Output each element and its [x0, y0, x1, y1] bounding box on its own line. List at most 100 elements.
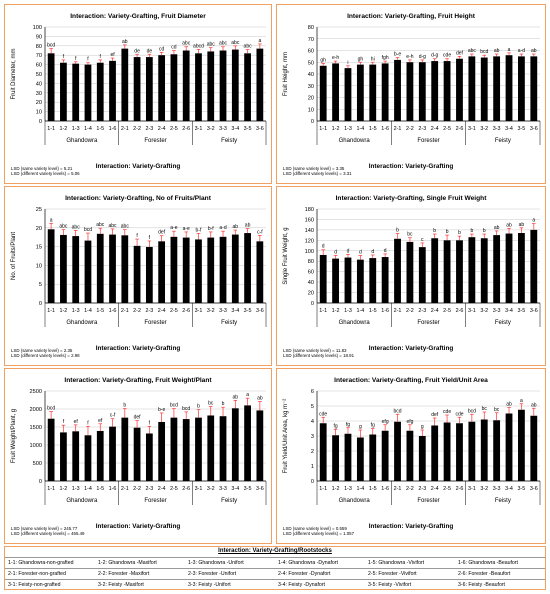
bar: [256, 48, 264, 122]
x-tick-label: 2-3: [418, 486, 426, 492]
x-tick-label: 2-5: [170, 486, 178, 492]
lsd-note: LSD (same variety level) = 5.21 LSD (diff…: [11, 165, 80, 177]
y-tick-label: 20: [36, 100, 42, 106]
group-label: Ghandowra: [339, 138, 371, 144]
legend-row: 3-1: Feisty-non-grafted 3-2: Feisty -Max…: [5, 579, 545, 591]
legend-cell: 2-1: Forester-non-grafted: [8, 571, 66, 577]
x-tick-label: 2-4: [158, 126, 166, 132]
bar: [207, 415, 215, 481]
significance-letter: d-g: [431, 53, 438, 59]
legend-cell: 3-6: Feisty -Beaufort: [458, 582, 505, 588]
x-tick-label: 3-4: [231, 308, 239, 314]
significance-letter: hi: [371, 56, 375, 62]
x-tick-label: 2-2: [133, 308, 141, 314]
significance-letter: f: [87, 420, 89, 426]
bar: [84, 240, 92, 303]
x-axis-title: Interaction: Variety-Grafting: [95, 345, 181, 352]
significance-letter: b-f: [208, 226, 214, 232]
x-tick-label: 2-2: [133, 486, 141, 492]
legend-cell: 1-6: Ghandowra -Beaufort: [458, 560, 518, 566]
legend-cell: 2-3: Forester -Unifort: [188, 571, 237, 577]
x-tick-label: 2-2: [406, 486, 414, 492]
bar: [60, 62, 67, 121]
legend-cell: 3-2: Feisty -Maxifort: [98, 582, 144, 588]
legend-table: Interaction: Variety-Grafting/Rootstocks…: [4, 546, 546, 590]
bar: [332, 435, 339, 481]
y-tick-label: 160: [305, 217, 314, 223]
x-tick-label: 3-3: [219, 126, 227, 132]
group-label: Feisty: [495, 320, 511, 326]
y-tick-label: 30: [308, 84, 314, 90]
bar: [381, 430, 389, 481]
x-tick-label: 3-3: [493, 126, 501, 132]
x-tick-label: 3-5: [244, 308, 252, 314]
group-label: Forester: [417, 320, 439, 326]
y-tick-label: 10: [308, 107, 314, 113]
bar: [443, 422, 451, 481]
y-tick-label: 0: [311, 119, 314, 125]
bar: [47, 53, 55, 121]
significance-letter: a: [246, 392, 249, 398]
x-tick-label: 3-1: [468, 308, 476, 314]
significance-letter: a: [508, 47, 511, 53]
y-tick-label: 80: [308, 25, 314, 31]
bar: [394, 59, 401, 121]
bar: [468, 421, 476, 481]
x-tick-label: 3-4: [505, 126, 513, 132]
bar: [72, 236, 80, 303]
y-tick-label: 70: [308, 37, 314, 43]
legend-cell: 3-3: Feisty -Unifort: [188, 582, 231, 588]
significance-letter: cde: [455, 411, 463, 417]
chart-panel-fruit-weight-plant: 0 500 1000 1500 2000 2500 Fruit Weight/Plant, …: [4, 368, 272, 544]
bar: [418, 247, 426, 303]
significance-letter: b: [197, 404, 200, 410]
y-tick-label: 4: [311, 419, 314, 425]
y-tick-label: 25: [36, 207, 42, 213]
group-label: Ghandowra: [66, 498, 98, 504]
group-label: Feisty: [221, 138, 237, 144]
x-tick-label: 1-1: [319, 308, 327, 314]
x-tick-label: 3-1: [195, 126, 203, 132]
significance-letter: f: [87, 57, 89, 63]
significance-letter: gh: [358, 56, 364, 62]
y-tick-label: 1500: [30, 425, 42, 431]
x-tick-label: 3-1: [195, 486, 203, 492]
bar: [47, 229, 55, 303]
y-tick-label: 40: [308, 72, 314, 78]
bar: [145, 433, 153, 481]
y-tick-label: 120: [305, 238, 314, 244]
bar: [219, 416, 227, 481]
significance-letter: f: [136, 233, 138, 239]
x-tick-label: 2-3: [145, 486, 153, 492]
lsd-note: LSD (same variety level) = 245.77 LSD (di…: [11, 525, 85, 537]
significance-letter: bc: [407, 232, 413, 238]
significance-letter: ab: [519, 222, 525, 228]
x-tick-label: 3-2: [480, 126, 488, 132]
significance-letter: f: [63, 419, 65, 425]
x-tick-label: 1-1: [47, 126, 55, 132]
bar: [480, 419, 488, 481]
y-tick-label: 140: [305, 228, 314, 234]
significance-letter: b: [396, 228, 399, 234]
bar: [369, 258, 377, 303]
significance-letter: abc: [244, 44, 253, 50]
group-label: Ghandowra: [66, 138, 98, 144]
bar: [96, 233, 104, 303]
x-tick-label: 1-4: [356, 486, 364, 492]
x-tick-label: 1-4: [84, 486, 92, 492]
significance-letter: bcd: [393, 408, 401, 414]
bar: [47, 418, 55, 481]
significance-letter: abc: [182, 41, 191, 47]
significance-letter: d: [371, 249, 374, 255]
x-tick-label: 3-1: [468, 486, 476, 492]
y-tick-label: 5: [311, 404, 314, 410]
bar: [394, 238, 401, 303]
bar: [84, 435, 92, 481]
y-tick-label: 20: [308, 96, 314, 102]
x-tick-label: 2-5: [443, 486, 451, 492]
y-tick-label: 100: [305, 249, 314, 255]
bar: [505, 233, 513, 303]
bar: [356, 437, 364, 481]
y-tick-label: 3: [311, 434, 314, 440]
x-tick-label: 1-3: [344, 308, 352, 314]
